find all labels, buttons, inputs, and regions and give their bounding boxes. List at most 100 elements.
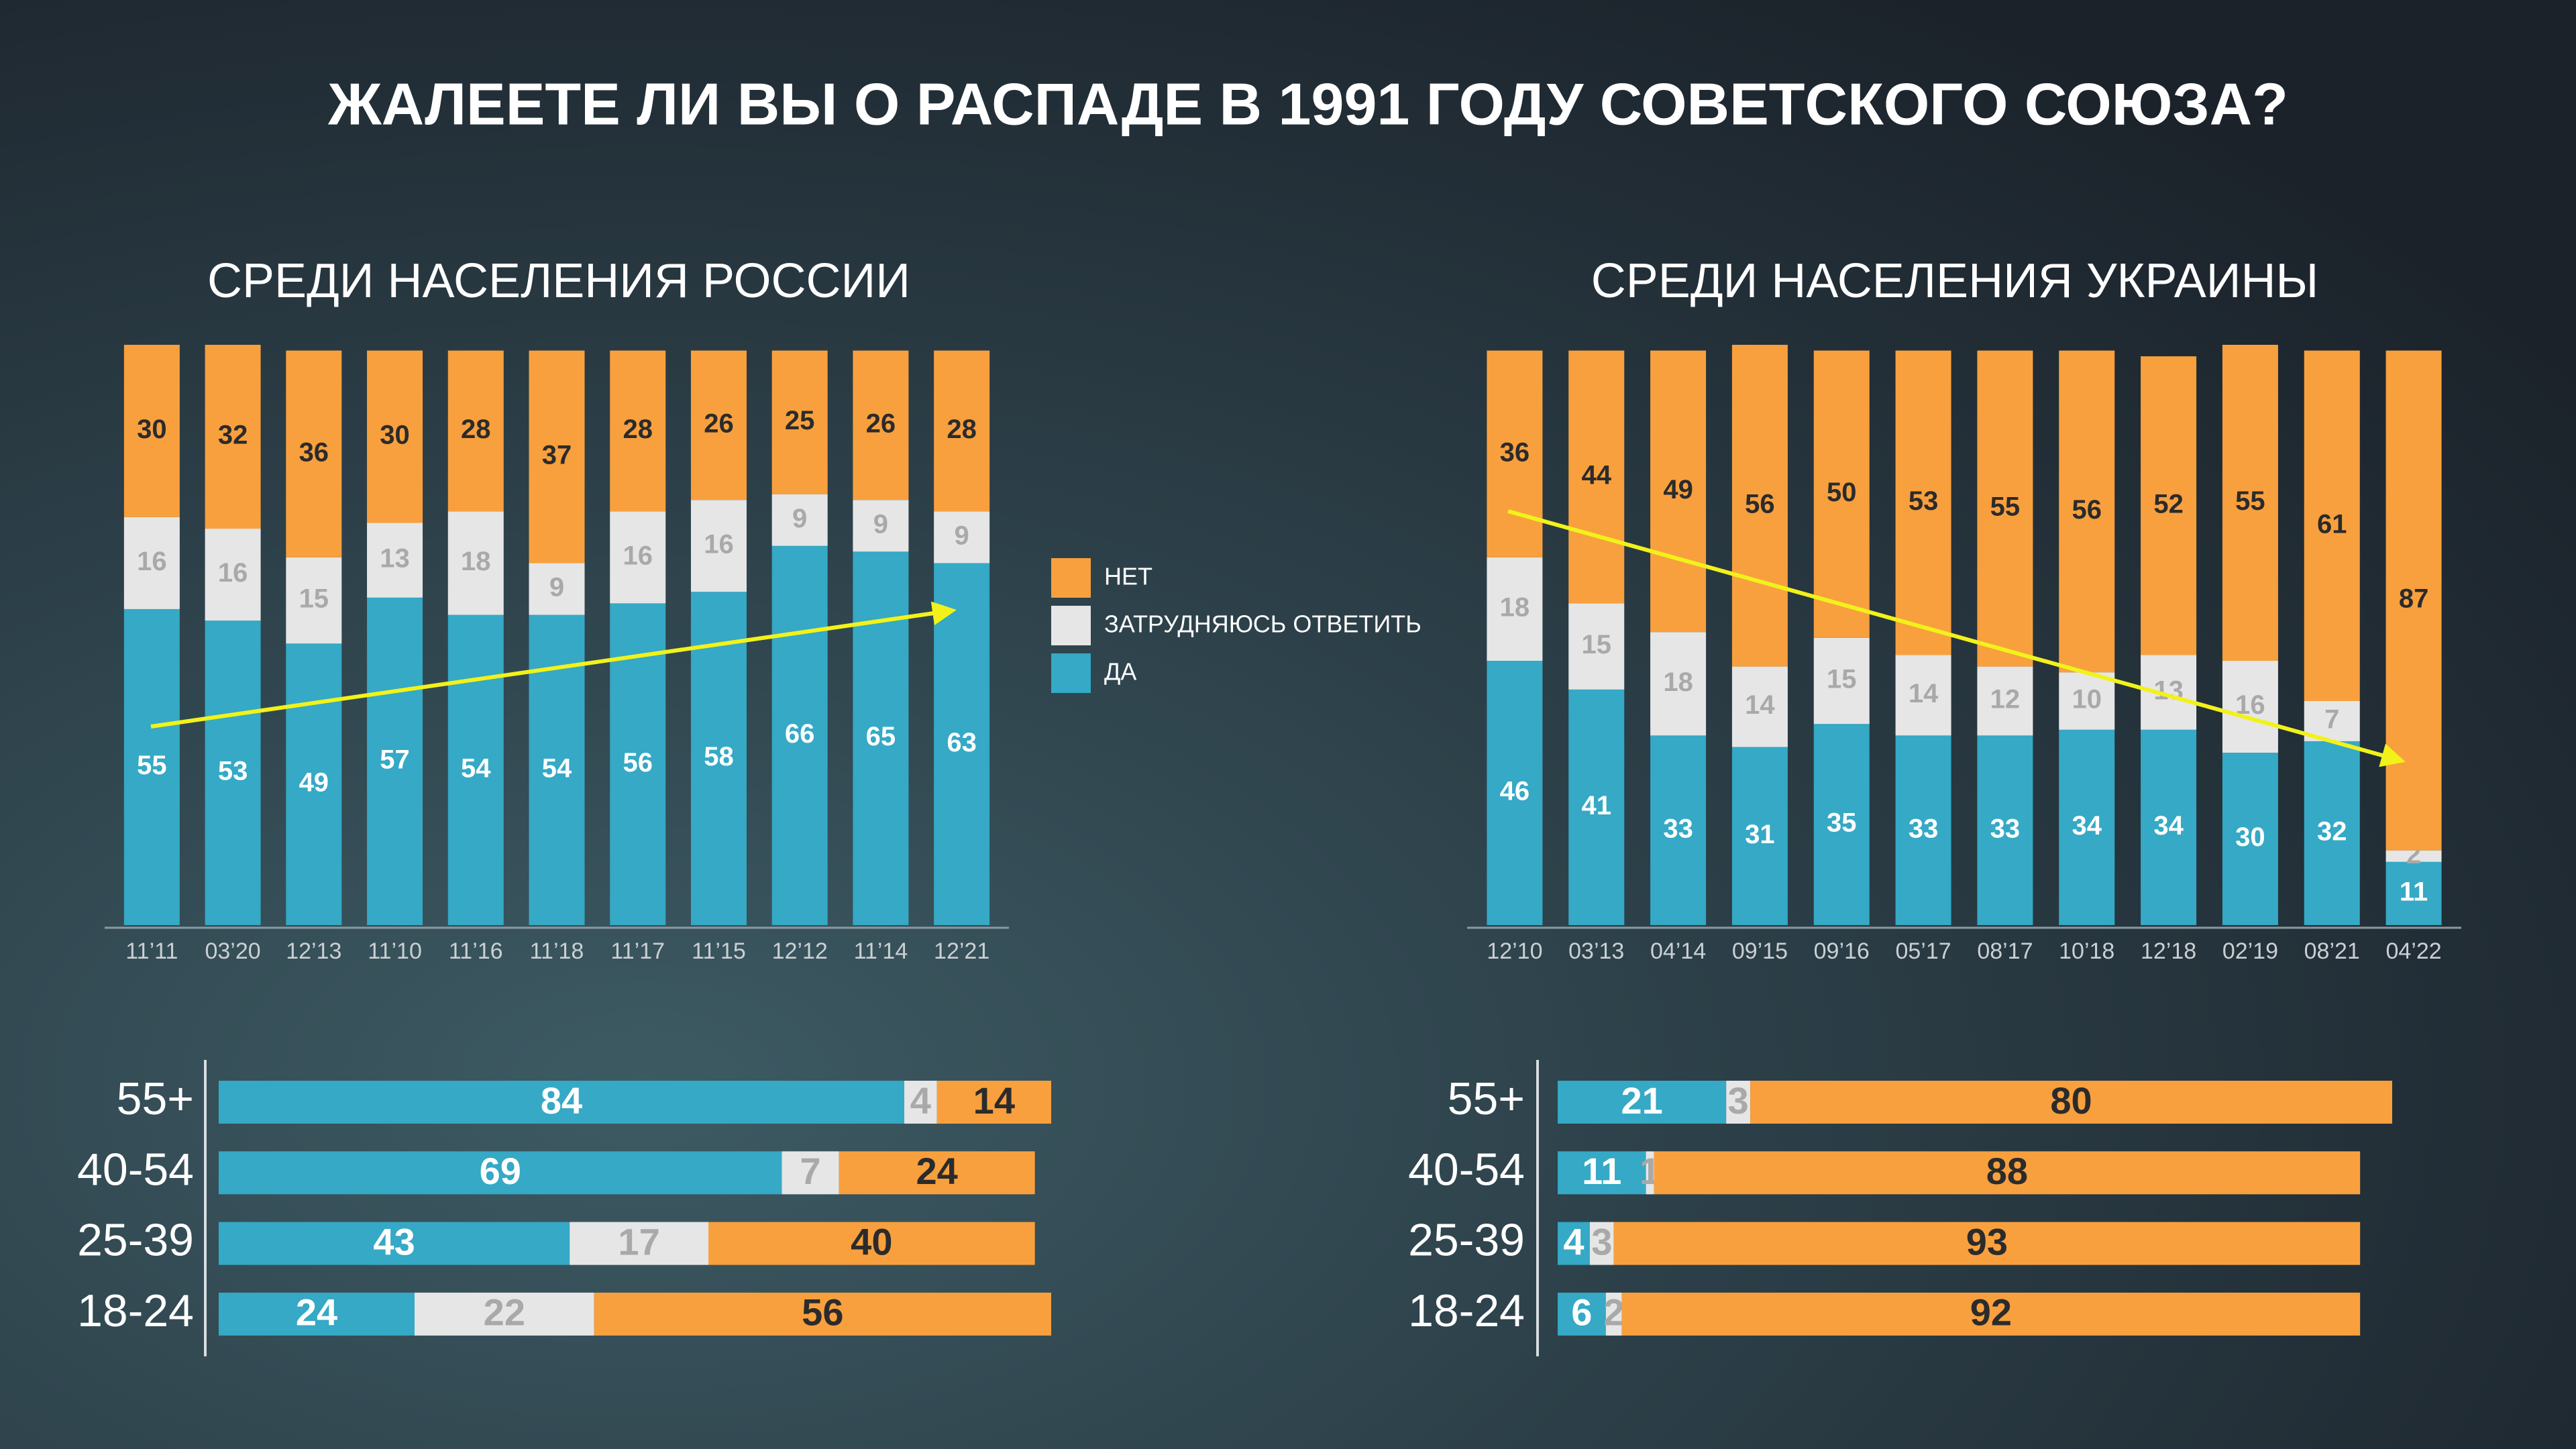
bar-segment [1895, 735, 1951, 925]
value-label: 41 [1582, 791, 1612, 820]
bar-segment [219, 1292, 415, 1336]
value-label: 4 [910, 1079, 931, 1122]
bar-segment [2385, 861, 2442, 925]
value-label: 21 [1621, 1079, 1662, 1122]
value-label: 32 [2317, 817, 2347, 847]
bar-segment [205, 621, 261, 925]
y-tick-label: 55+ [117, 1073, 194, 1124]
bar-segment [367, 523, 423, 598]
bar-segment [447, 350, 504, 512]
value-label: 56 [1745, 489, 1775, 519]
value-label: 33 [1909, 814, 1939, 843]
main-title: ЖАЛЕЕТЕ ЛИ ВЫ О РАСПАДЕ В 1991 ГОДУ СОВЕ… [327, 70, 2288, 137]
value-label: 34 [2153, 811, 2184, 841]
value-label: 32 [218, 421, 248, 450]
bar-segment [123, 608, 180, 925]
value-label: 17 [618, 1220, 659, 1263]
value-label: 49 [1663, 475, 1693, 504]
bar-segment [2059, 350, 2115, 673]
x-tick-label: 12’18 [2141, 938, 2196, 964]
x-tick-label: 08’17 [1977, 938, 2033, 964]
value-label: 80 [2050, 1079, 2092, 1122]
value-label: 57 [380, 745, 410, 774]
bar-segment [1621, 1292, 2361, 1336]
bar-segment [771, 494, 828, 546]
bar-segment [219, 1222, 570, 1265]
value-label: 61 [2317, 509, 2347, 539]
value-label: 33 [1990, 814, 2021, 843]
bar-segment [782, 1151, 839, 1195]
bar-segment [1558, 1222, 1590, 1265]
legend-label: ЗАТРУДНЯЮСЬ ОТВЕТИТЬ [1104, 610, 1421, 638]
bar-segment [1487, 661, 1543, 925]
x-tick-label: 12’21 [934, 938, 989, 964]
bar-segment [1895, 655, 1951, 736]
value-label: 9 [792, 504, 807, 533]
charts: СРЕДИ НАСЕЛЕНИЯ РОССИИ 11’11 55 16 30 03’20 53… [77, 254, 2461, 1356]
bar-segment [2059, 672, 2115, 730]
x-tick-label: 03’20 [205, 938, 260, 964]
bar-segment [1558, 1151, 1646, 1195]
bar-segment [367, 350, 423, 523]
value-label: 18 [1500, 593, 1530, 623]
value-label: 16 [704, 529, 734, 559]
value-label: 28 [461, 415, 491, 444]
legend-swatch [1051, 653, 1091, 693]
x-tick-label: 03’13 [1568, 938, 1624, 964]
x-tick-label: 04’14 [1650, 938, 1706, 964]
bar-segment [570, 1222, 708, 1265]
bar-segment [1487, 350, 1543, 557]
bar-segment [1613, 1222, 2361, 1265]
bar-segment [286, 350, 342, 557]
value-label: 18 [1663, 667, 1693, 697]
value-label: 11 [2400, 877, 2428, 906]
value-label: 30 [380, 421, 410, 450]
legend-swatch [1051, 558, 1091, 598]
value-label: 37 [542, 441, 572, 470]
bar-segment [2141, 356, 2197, 655]
bar-segment [1568, 350, 1625, 604]
value-label: 11 [1582, 1150, 1621, 1192]
value-label: 16 [623, 541, 653, 570]
y-tick-label: 25-39 [77, 1215, 194, 1266]
value-label: 4 [1563, 1220, 1584, 1263]
value-label: 55 [2235, 486, 2265, 516]
bar-segment [1977, 666, 2033, 736]
bar-segment [936, 1081, 1051, 1124]
trend-arrow [150, 601, 957, 729]
value-label: 24 [916, 1150, 958, 1192]
value-label: 26 [704, 409, 734, 438]
bar-segment [1650, 632, 1707, 736]
x-tick-label: 11’14 [854, 938, 908, 964]
bar-segment [1977, 350, 2033, 667]
bar-segment [839, 1151, 1035, 1195]
value-label: 34 [2072, 811, 2102, 841]
value-label: 84 [541, 1079, 582, 1122]
legend-swatch [1051, 606, 1091, 645]
bar-segment [123, 345, 180, 517]
value-label: 30 [137, 415, 167, 444]
value-label: 56 [2072, 495, 2102, 525]
x-tick-label: 11’11 [125, 938, 178, 964]
bar-segment [1813, 350, 1870, 638]
bar-segment [1650, 735, 1707, 925]
bar-segment [286, 643, 342, 925]
value-label: 36 [299, 437, 329, 467]
value-label: 36 [1500, 437, 1530, 467]
bar-segment [529, 563, 585, 615]
bar-segment [1731, 747, 1788, 925]
value-label: 50 [1827, 478, 1857, 507]
value-label: 9 [549, 573, 564, 602]
bar-segment [708, 1222, 1035, 1265]
x-tick-label: 11’10 [368, 938, 422, 964]
value-label: 93 [1966, 1220, 2008, 1263]
bar-segment [1605, 1292, 1622, 1336]
value-label: 65 [866, 722, 896, 751]
bar-segment [367, 597, 423, 925]
value-label: 69 [480, 1150, 521, 1192]
value-label: 63 [947, 728, 977, 757]
bar-segment [1813, 724, 1870, 925]
bar-segment [2059, 729, 2115, 925]
value-label: 53 [218, 757, 248, 786]
bar-segment [286, 557, 342, 644]
